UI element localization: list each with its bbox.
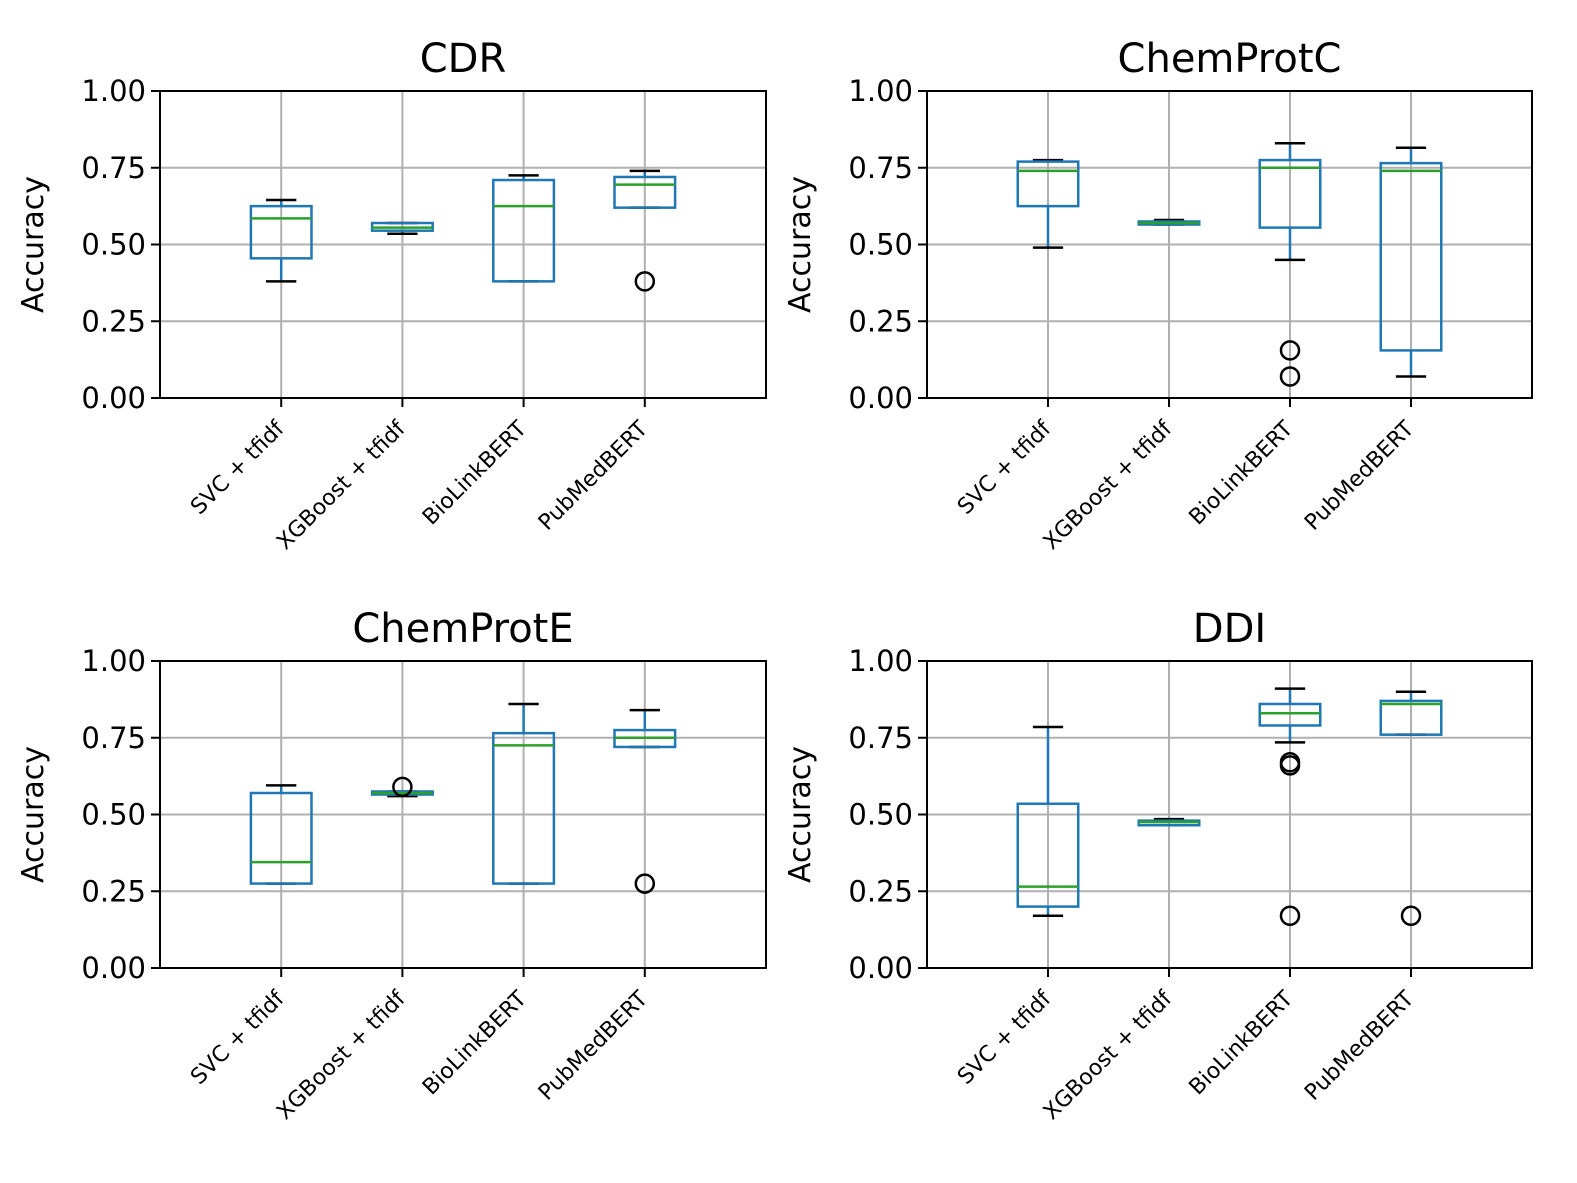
x-tick-label: XGBoost + tfidf [1039, 986, 1178, 1125]
box-iqr [1258, 702, 1322, 727]
box-iqr [1379, 699, 1443, 736]
box-1 [1137, 817, 1201, 827]
box-0 [249, 198, 313, 283]
y-tick-label: 0.75 [848, 721, 913, 755]
y-tick-label: 1.00 [848, 74, 913, 108]
chart-title: DDI [1193, 606, 1266, 652]
axes-frame [926, 660, 1533, 969]
x-tick-label: BioLinkBERT [418, 416, 532, 530]
box-2 [1258, 141, 1322, 387]
box-iqr [249, 204, 313, 260]
chart-title: ChemProtE [352, 606, 573, 652]
box-2 [492, 174, 556, 283]
x-tick-label: PubMedBERT [534, 416, 653, 535]
y-tick-label: 0.25 [848, 304, 913, 338]
x-tick-label: PubMedBERT [1300, 986, 1419, 1105]
y-tick-label: 0.75 [81, 721, 146, 755]
outlier-point [1279, 340, 1301, 361]
y-tick-label: 0.00 [848, 951, 913, 985]
y-tick-label: 0.25 [81, 304, 146, 338]
y-tick-label: 0.50 [848, 798, 913, 832]
y-tick-label: 1.00 [81, 644, 146, 678]
x-tick-label: BioLinkBERT [1185, 986, 1299, 1100]
x-tick-label: XGBoost + tfidf [272, 986, 411, 1125]
x-tick-label: XGBoost + tfidf [1039, 416, 1178, 555]
chart-title: ChemProtC [1118, 36, 1342, 82]
axes-frame [159, 90, 767, 399]
box-iqr [1016, 160, 1080, 208]
box-3 [1379, 146, 1443, 378]
x-tick-label: BioLinkBERT [1185, 416, 1299, 530]
y-axis-label: Accuracy [16, 176, 51, 313]
y-tick-label: 1.00 [848, 644, 913, 678]
y-tick-label: 0.50 [848, 228, 913, 262]
box-1 [1137, 218, 1201, 226]
y-axis-label: Accuracy [783, 746, 818, 883]
outlier-point [1279, 366, 1301, 387]
y-axis-label: Accuracy [16, 746, 51, 883]
box-3 [613, 708, 677, 894]
y-tick-label: 0.00 [848, 381, 913, 415]
chart-title: CDR [420, 36, 507, 82]
box-iqr [492, 731, 556, 885]
box-3 [1379, 690, 1443, 927]
outlier-point [634, 873, 656, 894]
box-1 [370, 776, 434, 798]
x-tick-label: XGBoost + tfidf [272, 416, 411, 555]
box-iqr [249, 791, 313, 885]
outlier-point [392, 776, 413, 798]
y-tick-label: 0.25 [848, 874, 913, 908]
box-iqr [613, 175, 677, 209]
axes-frame [159, 660, 767, 969]
box-3 [613, 169, 677, 292]
box-iqr [492, 178, 556, 283]
box-0 [249, 784, 313, 885]
y-tick-label: 0.75 [848, 151, 913, 185]
y-tick-label: 0.00 [81, 381, 146, 415]
box-iqr [1258, 158, 1322, 229]
y-tick-label: 1.00 [81, 74, 146, 108]
y-tick-label: 0.25 [81, 874, 146, 908]
box-iqr [1379, 161, 1443, 352]
axes-frame [926, 90, 1533, 399]
box-0 [1016, 725, 1080, 918]
box-2 [1258, 687, 1322, 927]
y-tick-label: 0.75 [81, 151, 146, 185]
box-1 [370, 221, 434, 236]
outlier-point [1400, 905, 1422, 927]
y-axis-label: Accuracy [783, 176, 818, 313]
box-0 [1016, 158, 1080, 249]
outlier-point [1279, 755, 1301, 776]
outlier-point [634, 271, 656, 292]
y-tick-label: 0.50 [81, 228, 146, 262]
x-tick-label: PubMedBERT [1300, 416, 1419, 535]
x-tick-label: SVC + tfidf [953, 986, 1057, 1090]
y-tick-label: 0.50 [81, 798, 146, 832]
x-tick-label: SVC + tfidf [186, 986, 290, 1090]
box-2 [492, 702, 556, 885]
y-tick-label: 0.00 [81, 951, 146, 985]
outlier-point [1279, 905, 1301, 927]
x-tick-label: SVC + tfidf [953, 416, 1057, 520]
x-tick-label: BioLinkBERT [418, 986, 532, 1100]
x-tick-label: PubMedBERT [534, 986, 653, 1105]
x-tick-label: SVC + tfidf [186, 416, 290, 520]
box-iqr [1016, 802, 1080, 908]
